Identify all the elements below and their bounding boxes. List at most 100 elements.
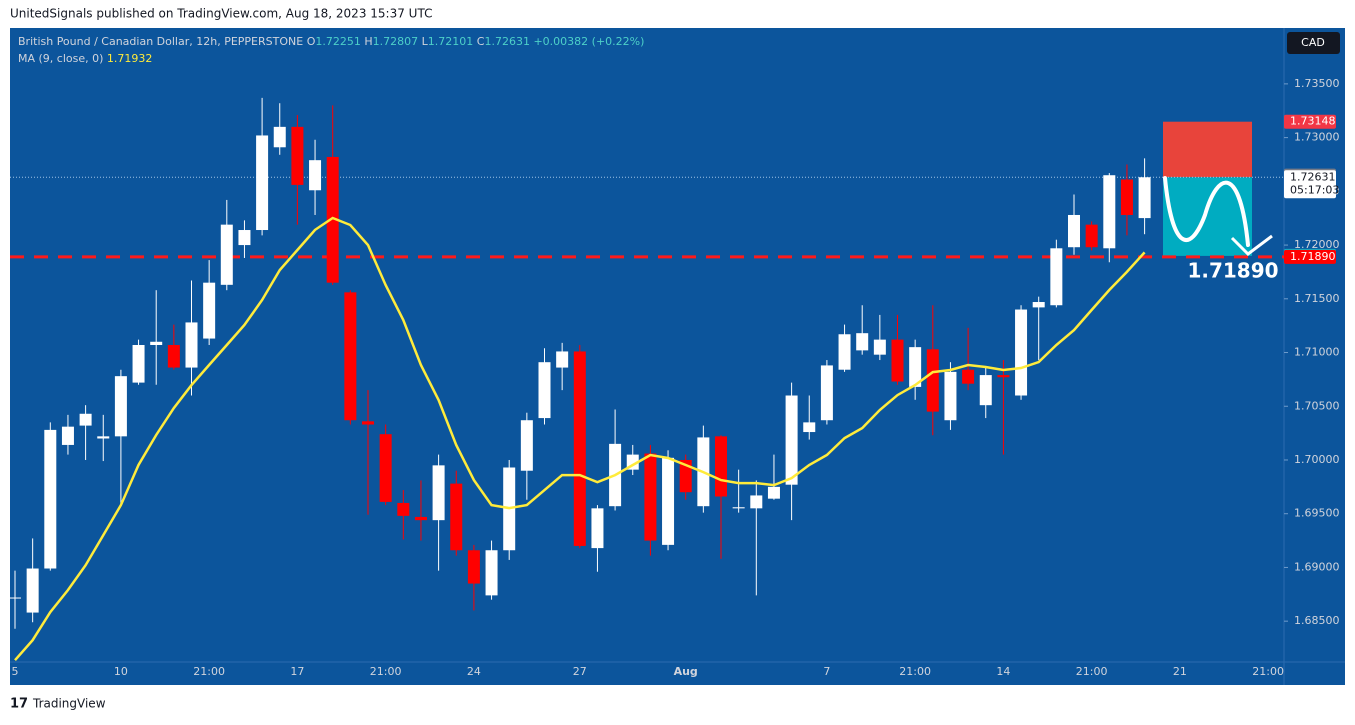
candle-body (344, 292, 357, 421)
candle-body (732, 507, 745, 509)
price-marker (1284, 249, 1336, 264)
x-tick-label: 21:00 (899, 665, 931, 678)
candle-body (256, 135, 269, 231)
candle-body (10, 597, 21, 599)
candle-body (820, 365, 833, 421)
y-tick-label: 1.69500 (1294, 507, 1340, 520)
candle-body (44, 429, 57, 569)
candle-body (61, 426, 74, 445)
x-tick-label: 7 (823, 665, 830, 678)
candle-body (238, 230, 251, 246)
countdown: 05:17:03 (1290, 183, 1339, 196)
l-label: L (422, 35, 429, 48)
candle-body (591, 508, 604, 549)
candle-body (79, 413, 92, 426)
candle-body (1085, 224, 1098, 248)
h-label: H (364, 35, 372, 48)
o-value: 1.72251 (315, 35, 361, 48)
ma-line (14, 216, 1146, 662)
x-tick-label: 21:00 (193, 665, 225, 678)
candle-body (520, 420, 533, 471)
price-marker (1284, 114, 1336, 129)
candle-body (785, 395, 798, 485)
candle-body (1138, 177, 1151, 219)
candle-body (167, 345, 180, 368)
x-tick-label: 21:00 (1252, 665, 1284, 678)
candle-body (644, 453, 657, 541)
candle-body (362, 421, 374, 425)
candle-body (750, 495, 763, 509)
candle-body (26, 568, 39, 613)
candle-body (909, 347, 922, 387)
y-tick-label: 1.68500 (1294, 614, 1340, 627)
candle-body (1120, 179, 1133, 215)
candle-body (132, 345, 145, 383)
x-tick-label: 21 (1173, 665, 1187, 678)
y-tick-label: 1.73000 (1294, 131, 1340, 144)
candle-body (1050, 248, 1063, 306)
candle-body (1015, 309, 1028, 396)
candle-body (838, 334, 851, 370)
stop-zone (1163, 121, 1252, 178)
candle-body (291, 126, 304, 185)
x-tick-label: 14 (996, 665, 1010, 678)
projection-arrow (1230, 234, 1273, 256)
candle-body (679, 459, 692, 493)
candle-body (432, 465, 445, 521)
x-tick-label: 10 (114, 665, 128, 678)
candle-body (397, 502, 410, 516)
x-tick-label: 27 (573, 665, 587, 678)
candle-body (185, 322, 198, 368)
candle-body (926, 349, 939, 412)
h-value: 1.72807 (373, 35, 419, 48)
candle-body (150, 341, 163, 345)
c-value: 1.72631 (484, 35, 530, 48)
candle-body (997, 375, 1010, 378)
candle-body (379, 434, 392, 502)
candle-body (203, 282, 216, 339)
x-tick-label: 24 (467, 665, 481, 678)
annotation: 1.71890 (1187, 258, 1278, 282)
candle-body (715, 436, 727, 497)
candle-body (97, 436, 110, 439)
price-marker (1284, 170, 1336, 199)
candle-body (538, 362, 551, 419)
candle-body (573, 351, 586, 546)
footer-logo: 17 (10, 697, 28, 712)
currency-button[interactable] (1287, 32, 1340, 54)
l-value: 1.72101 (428, 35, 474, 48)
candle-body (873, 339, 886, 355)
x-tick-label: 17 (290, 665, 304, 678)
chart-background (10, 28, 1345, 685)
plot (10, 97, 1284, 662)
candle-body (326, 156, 339, 283)
candle-body (962, 369, 975, 384)
candle-body (1068, 214, 1080, 248)
candle-body (662, 457, 675, 545)
candle-body (1032, 302, 1045, 308)
logo-mark: 17 (10, 697, 28, 712)
candle-body (220, 224, 233, 285)
candle-body (944, 371, 957, 421)
y-tick-label: 1.73500 (1294, 77, 1340, 90)
y-tick-label: 1.72000 (1294, 238, 1340, 251)
candle-body (485, 550, 498, 596)
candle-body (114, 376, 127, 437)
candle-body (767, 486, 780, 499)
legend-ma: MA (9, close, 0) 1.71932 (18, 52, 152, 65)
symbol: British Pound / Canadian Dollar, 12h, PE… (18, 35, 303, 48)
candle-body (309, 160, 322, 191)
brand: TradingView (32, 697, 106, 711)
y-tick-label: 1.71500 (1294, 292, 1340, 305)
o-label: O (307, 35, 316, 48)
price-marker-label: 1.72631 (1290, 170, 1336, 183)
candle-body (273, 126, 286, 148)
change: +0.00382 (+0.22%) (533, 35, 644, 48)
ma-value: 1.71932 (107, 52, 153, 65)
currency[interactable]: CAD (1301, 36, 1325, 49)
y-tick-label: 1.71000 (1294, 346, 1340, 359)
candle-body (856, 333, 869, 351)
candle-body (1103, 175, 1116, 249)
price-marker-label: 1.73148 (1290, 115, 1336, 128)
